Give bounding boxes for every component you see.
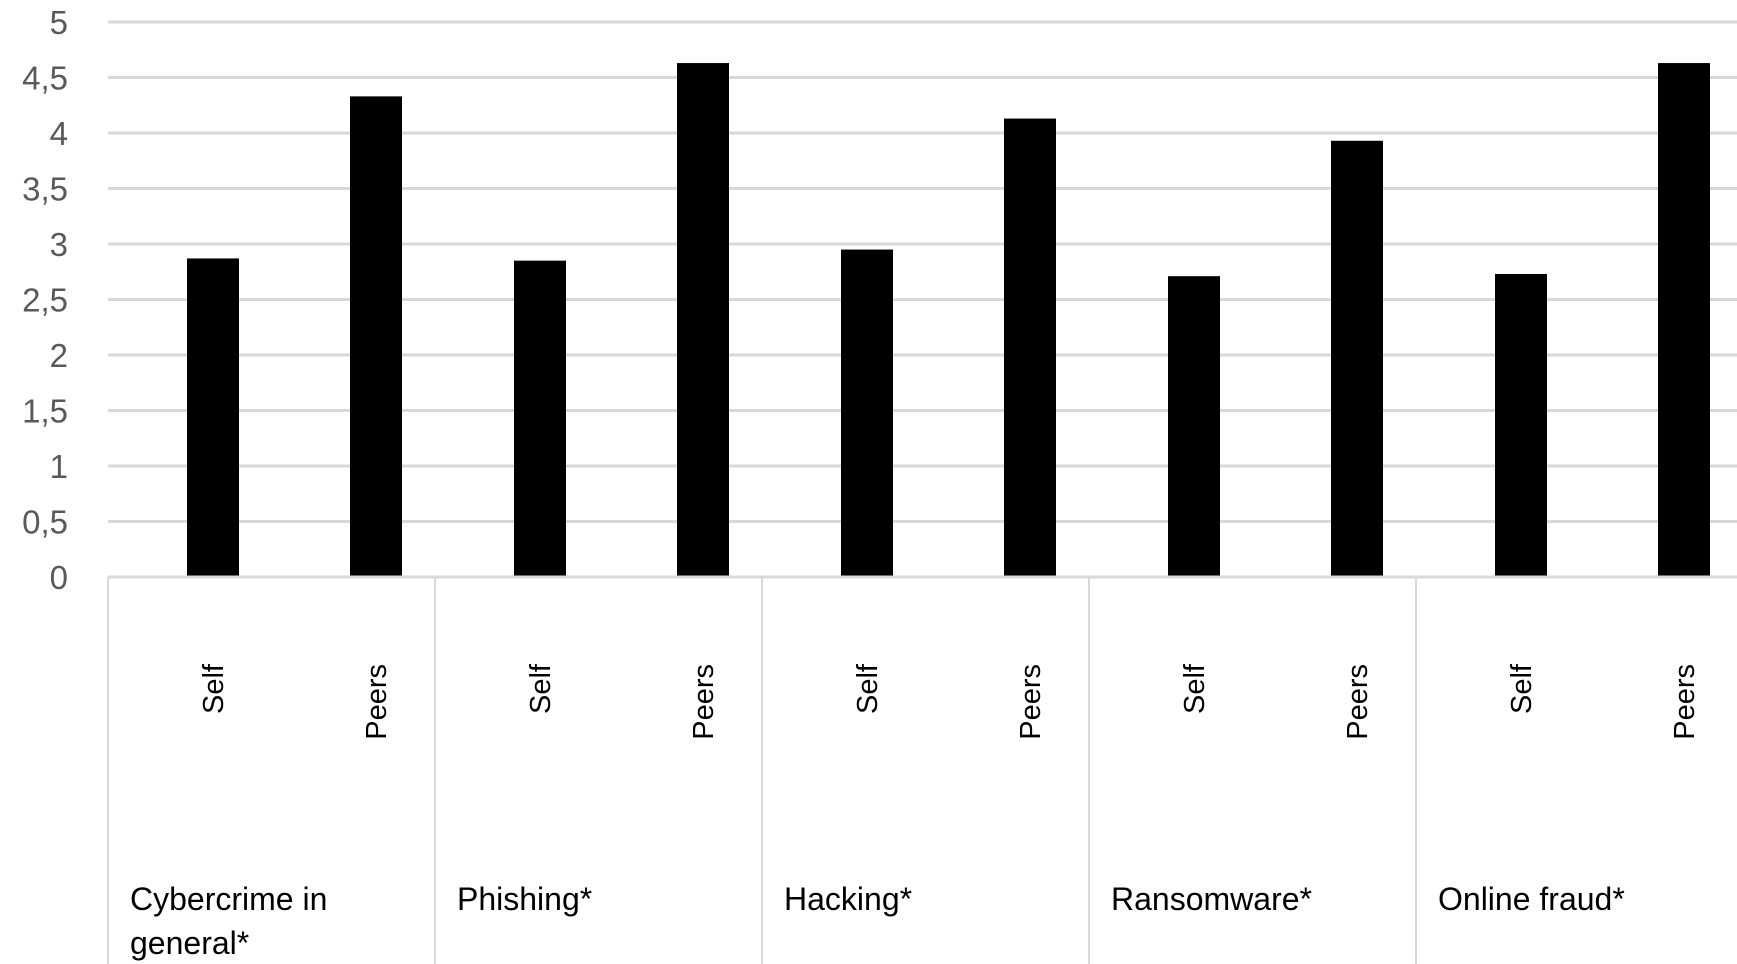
bar-peers	[1658, 63, 1710, 577]
group-label: Hacking*	[784, 881, 912, 917]
bar-self	[187, 258, 239, 577]
bar-label: Self	[1179, 663, 1211, 714]
y-tick-label: 0	[50, 559, 68, 596]
bar-peers	[677, 63, 729, 577]
bar-label: Peers	[1342, 664, 1374, 740]
bar-self	[514, 260, 566, 577]
group-label: Cybercrime in	[130, 881, 327, 917]
bar-peers	[1004, 118, 1056, 577]
bar-label: Peers	[688, 664, 720, 740]
bar-peers	[1331, 140, 1383, 577]
bar-label: Self	[525, 663, 557, 714]
y-tick-label: 2,5	[22, 282, 68, 319]
bar-label: Self	[1506, 663, 1538, 714]
y-axis-ticks: 0 0,5 1 1,5 2 2,5 3 3,5 4 4,5 5	[22, 4, 68, 596]
x-axis-categories: Self Peers Cybercrime in general* Self Peers P…	[107, 575, 1737, 964]
group-label: Phishing*	[457, 881, 592, 917]
y-tick-label: 2	[50, 337, 68, 374]
y-tick-label: 4,5	[22, 60, 68, 97]
y-tick-label: 4	[50, 115, 68, 152]
bar-self	[841, 249, 893, 578]
bars	[187, 63, 1710, 578]
group-label: general*	[130, 925, 249, 961]
bar-label: Peers	[361, 664, 393, 740]
group-label: Online fraud*	[1438, 881, 1625, 917]
y-tick-label: 0,5	[22, 504, 68, 541]
y-tick-label: 3,5	[22, 171, 68, 208]
y-tick-label: 5	[50, 4, 68, 41]
y-tick-label: 3	[50, 226, 68, 263]
bar-label: Peers	[1015, 664, 1047, 740]
y-tick-label: 1	[50, 448, 68, 485]
group-label: Ransomware*	[1111, 881, 1312, 917]
y-tick-label: 1,5	[22, 393, 68, 430]
bar-self	[1168, 276, 1220, 577]
bar-self	[1495, 273, 1547, 577]
bar-label: Self	[198, 663, 230, 714]
bar-label: Peers	[1669, 664, 1701, 740]
bar-peers	[350, 96, 402, 578]
bar-label: Self	[852, 663, 884, 714]
